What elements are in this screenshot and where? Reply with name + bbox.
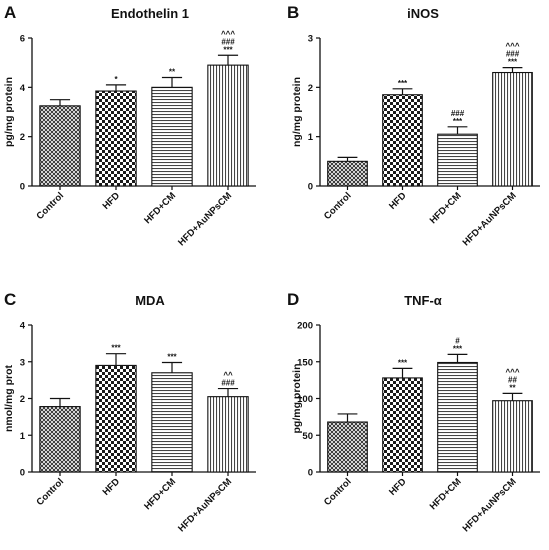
significance-marker: *** — [398, 358, 408, 367]
bar-control — [39, 105, 81, 187]
panel-title: iNOS — [407, 6, 439, 21]
y-axis-title: pg/mg protein — [291, 364, 303, 434]
y-tick-label: 1 — [308, 132, 314, 143]
bar-hfd-cm — [151, 372, 193, 473]
significance-marker: *** — [223, 45, 233, 54]
y-tick-label: 2 — [20, 132, 25, 143]
y-tick-label: 50 — [302, 431, 313, 442]
panel-title: Endothelin 1 — [111, 6, 189, 21]
bar-hfd-aunpscm — [207, 64, 249, 187]
significance-marker: *** — [167, 352, 177, 361]
significance-marker: ^^^ — [505, 42, 519, 51]
y-tick-label: 0 — [308, 468, 313, 479]
panel-c: C MDA nmol/mg prot 0 1 2 3 4 Control HFD *** HFD+CM… — [3, 290, 256, 534]
y-tick-label: 0 — [20, 182, 25, 193]
y-tick-label: 4 — [20, 83, 26, 94]
panel-title: MDA — [135, 293, 165, 308]
significance-marker: ^^ — [223, 371, 233, 380]
y-tick-label: 6 — [20, 34, 25, 45]
x-category-label: HFD — [101, 190, 123, 212]
x-category-label: HFD+CM — [142, 476, 178, 512]
y-tick-label: 2 — [308, 83, 313, 94]
x-category-label: HFD+AuNPsCM — [176, 190, 234, 248]
significance-marker: ### — [506, 50, 520, 59]
x-category-label: HFD — [387, 190, 409, 212]
x-category-label: HFD+CM — [428, 476, 464, 512]
y-tick-label: 200 — [297, 321, 313, 332]
y-tick-label: 0 — [308, 182, 313, 193]
significance-marker: * — [114, 75, 118, 84]
bar-hfd-cm — [437, 133, 478, 187]
bar-hfd — [95, 364, 137, 473]
x-category-label: Control — [34, 476, 66, 508]
panel-d: D TNF-α pg/mg protein 0 50 100 150 200 Control HF… — [287, 290, 540, 534]
significance-marker: *** — [453, 344, 463, 353]
y-tick-label: 100 — [297, 394, 313, 405]
panel-title: TNF-α — [404, 293, 442, 308]
bar-control — [39, 406, 81, 473]
bar-hfd-aunpscm — [207, 396, 249, 473]
panel-letter: A — [4, 3, 16, 22]
y-tick-label: 4 — [20, 321, 26, 332]
significance-marker: *** — [111, 344, 121, 353]
significance-marker: ^^^ — [505, 367, 519, 376]
bar-hfd-cm — [437, 361, 478, 473]
y-tick-label: 3 — [308, 34, 313, 45]
significance-marker: ^^^ — [221, 29, 235, 38]
significance-marker: ### — [451, 109, 465, 118]
x-category-label: Control — [34, 190, 66, 222]
panel-letter: C — [4, 290, 16, 309]
bar-hfd — [382, 377, 423, 473]
panel-a: A Endothelin 1 pg/mg protein 0 2 4 6 Control HFD… — [3, 3, 256, 248]
bar-hfd-cm — [151, 86, 193, 187]
significance-marker: *** — [453, 117, 463, 126]
y-tick-label: 3 — [20, 357, 25, 368]
panel-letter: D — [287, 290, 299, 309]
y-axis-title: pg/mg protein — [3, 77, 15, 147]
bar-hfd-aunpscm — [492, 71, 533, 187]
y-axis-title: ng/mg protein — [291, 77, 303, 147]
x-category-label: HFD+CM — [142, 190, 178, 226]
y-tick-label: 1 — [20, 431, 26, 442]
x-category-label: HFD+AuNPsCM — [176, 476, 234, 534]
significance-marker: ### — [221, 37, 235, 46]
y-tick-label: 2 — [20, 394, 25, 405]
x-category-label: HFD — [387, 476, 409, 498]
bar-control — [327, 421, 368, 473]
significance-marker: *** — [508, 58, 518, 67]
bar-hfd — [95, 90, 137, 187]
significance-marker: ** — [509, 383, 516, 392]
panel-letter: B — [287, 3, 299, 22]
significance-marker: # — [455, 336, 460, 345]
y-tick-label: 0 — [20, 468, 25, 479]
x-category-label: HFD — [101, 476, 123, 498]
x-category-label: Control — [322, 476, 354, 508]
y-axis-title: nmol/mg prot — [3, 364, 15, 432]
bar-hfd — [382, 94, 423, 187]
x-category-label: HFD+AuNPsCM — [461, 190, 519, 248]
bar-control — [327, 160, 368, 187]
x-category-label: HFD+AuNPsCM — [461, 476, 519, 534]
significance-marker: ## — [508, 375, 517, 384]
x-category-label: HFD+CM — [428, 190, 464, 226]
x-category-label: Control — [322, 190, 354, 222]
y-tick-label: 150 — [297, 357, 313, 368]
significance-marker: ### — [221, 379, 235, 388]
bar-hfd-aunpscm — [492, 400, 533, 473]
significance-marker: ** — [169, 67, 176, 76]
significance-marker: *** — [398, 79, 408, 88]
